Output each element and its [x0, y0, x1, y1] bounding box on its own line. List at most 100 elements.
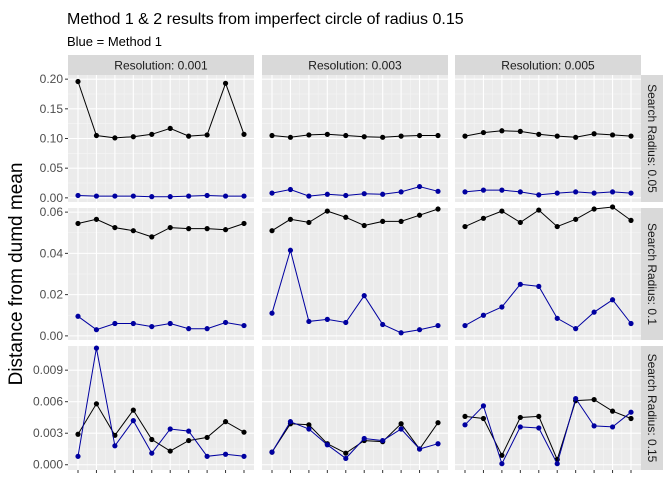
series-2-point	[628, 217, 634, 223]
series-1-point	[112, 443, 118, 449]
series-1-point	[167, 426, 173, 432]
facet-panel	[262, 206, 448, 340]
series-1-point	[149, 194, 155, 200]
series-1-point	[628, 320, 634, 327]
series-1-point	[462, 189, 468, 195]
y-tick-label: 0.009	[33, 363, 63, 377]
series-1-point	[591, 309, 597, 315]
series-1-point	[343, 455, 349, 462]
series-1-point	[499, 461, 505, 467]
series-2-point	[398, 218, 404, 225]
series-1-point	[416, 327, 423, 333]
series-1-line	[77, 194, 244, 198]
series-1-point	[130, 193, 136, 199]
y-tick-label: 0.003	[33, 426, 63, 440]
facet-panels: Resolution: 0.001 Resolution: 0.003 Resolu…	[33, 55, 663, 473]
series-1-line	[464, 283, 632, 330]
series-2-point	[416, 212, 423, 218]
series-2-point	[361, 222, 367, 229]
series-2-point	[186, 226, 192, 232]
series-2-point	[628, 415, 634, 422]
series-2-point	[628, 133, 634, 139]
series-1-point	[324, 316, 330, 322]
series-2-point	[222, 419, 229, 425]
series-1-point	[609, 297, 616, 303]
series-2-point	[462, 223, 468, 230]
series-1-point	[591, 190, 597, 196]
series-2-point	[241, 429, 247, 435]
series-1-point	[204, 192, 210, 199]
series-2-point	[222, 227, 229, 233]
series-1-point	[536, 192, 542, 198]
series-2-point	[517, 128, 523, 134]
series-2-point	[343, 214, 349, 220]
series-2-line	[77, 81, 245, 139]
series-1-point	[416, 183, 423, 190]
series-2-point	[130, 407, 136, 413]
y-tick-label: 0.02	[40, 288, 64, 302]
series-2-point	[480, 415, 487, 422]
series-1-point	[380, 437, 386, 444]
row-strip-label: Search Radius: 0.15	[645, 354, 659, 463]
series-1-point	[517, 281, 523, 287]
series-1-point	[269, 449, 275, 455]
series-1-point	[130, 418, 136, 424]
series-2-point	[269, 228, 275, 234]
column-strip	[455, 55, 641, 75]
y-axis-title: Distance from dumd mean	[6, 163, 27, 386]
series-2-point	[306, 132, 312, 138]
series-2-line	[77, 402, 245, 452]
series-1-point	[554, 190, 560, 196]
series-1-point	[554, 315, 560, 321]
y-tick-label: 0.00	[40, 329, 64, 343]
series-2-point	[573, 134, 579, 140]
series-1-point	[112, 320, 118, 327]
series-1-line	[77, 315, 245, 331]
series-1-point	[93, 345, 100, 351]
series-2-point	[609, 132, 616, 138]
series-2-point	[186, 133, 192, 139]
facet-panel	[455, 346, 641, 470]
series-2-point	[75, 78, 81, 85]
series-2-point	[380, 218, 386, 225]
series-2-point	[416, 132, 423, 139]
series-1-point	[269, 310, 275, 316]
series-2-point	[343, 450, 349, 456]
series-1-point	[380, 321, 386, 328]
series-2-point	[204, 226, 210, 232]
series-1-point	[480, 312, 487, 318]
series-1-point	[204, 453, 210, 459]
series-2-point	[241, 131, 247, 137]
series-1-point	[241, 453, 247, 459]
row-strip-label: Search Radius: 0.1	[645, 223, 659, 325]
series-2-point	[324, 131, 330, 137]
series-2-point	[435, 206, 441, 212]
series-1-point	[416, 446, 423, 452]
series-1-point	[591, 423, 597, 429]
series-1-point	[462, 422, 468, 428]
series-1-point	[324, 191, 330, 197]
column-strip-label: Resolution: 0.005	[501, 59, 595, 73]
series-1-point	[361, 435, 367, 442]
series-1-point	[222, 319, 229, 326]
series-2-point	[398, 133, 404, 139]
series-2-point	[536, 131, 542, 137]
series-2-point	[167, 224, 173, 231]
series-1-point	[93, 327, 100, 333]
series-1-line	[271, 186, 439, 197]
series-2-point	[324, 208, 330, 214]
series-2-point	[462, 413, 468, 420]
series-1-point	[167, 320, 173, 327]
row-strip	[641, 208, 663, 340]
y-tick-label: 0.006	[33, 395, 63, 409]
series-1-point	[241, 322, 247, 329]
series-2-point	[149, 436, 155, 443]
series-1-point	[435, 322, 441, 329]
column-strip	[262, 55, 448, 75]
series-2-point	[554, 133, 560, 139]
series-1-point	[435, 441, 441, 447]
series-2-point	[75, 431, 81, 437]
series-2-point	[591, 396, 597, 403]
series-2-point	[591, 206, 597, 212]
